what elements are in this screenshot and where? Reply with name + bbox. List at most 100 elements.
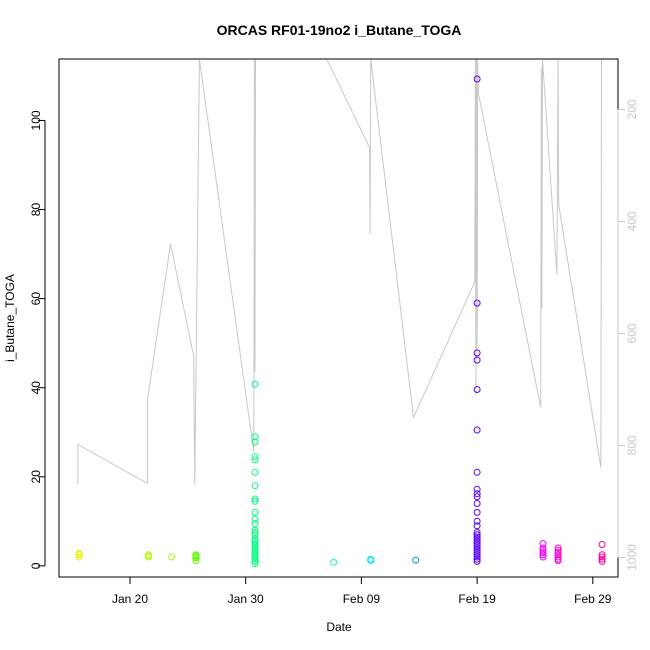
- y-axis-left: 0 20 40 60 80 100: [29, 110, 46, 569]
- data-point: [251, 520, 259, 528]
- data-point: [473, 493, 481, 501]
- data-point: [473, 557, 481, 565]
- data-point: [473, 517, 481, 525]
- data-point: [367, 555, 375, 563]
- data-point: [251, 515, 259, 523]
- data-point: [251, 482, 259, 490]
- data-point: [473, 468, 481, 476]
- data-point: [473, 553, 481, 561]
- data-point: [554, 553, 562, 561]
- data-point: [473, 426, 481, 434]
- data-point: [251, 535, 259, 543]
- data-point: [473, 535, 481, 543]
- data-point: [251, 553, 259, 561]
- y-right-tick-label: 600: [625, 323, 639, 343]
- data-point: [539, 544, 547, 552]
- data-point: [251, 544, 259, 552]
- data-point: [251, 546, 259, 554]
- y-right-tick-label: 1000: [625, 544, 639, 571]
- data-point: [473, 500, 481, 507]
- y-tick-label: 40: [29, 381, 43, 395]
- data-point: [251, 433, 259, 441]
- data-point: [539, 553, 547, 561]
- data-point: [473, 533, 481, 541]
- data-point: [554, 544, 562, 552]
- data-point: [473, 299, 481, 307]
- y-axis-right: 200 400 600 800 1000: [617, 99, 639, 571]
- x-tick-label: Jan 20: [112, 592, 148, 606]
- data-point: [473, 546, 481, 554]
- data-point: [75, 549, 83, 557]
- data-point: [473, 485, 481, 493]
- data-point: [251, 555, 259, 563]
- chart-title: ORCAS RF01-19no2 i_Butane_TOGA: [217, 22, 462, 38]
- data-point: [598, 557, 606, 565]
- data-point: [539, 551, 547, 559]
- data-point: [75, 553, 83, 561]
- data-point: [554, 555, 562, 563]
- data-point: [473, 490, 481, 498]
- data-point: [251, 529, 259, 536]
- data-point: [168, 553, 176, 561]
- data-point: [251, 453, 259, 461]
- data-point: [473, 508, 481, 516]
- y-right-tick-label: 200: [625, 99, 639, 119]
- plot-frame: [58, 58, 619, 578]
- data-point: [473, 529, 481, 536]
- data-point: [539, 540, 547, 548]
- data-point: [473, 540, 481, 548]
- data-point: [473, 544, 481, 552]
- data-point: [473, 551, 481, 559]
- y-tick-label: 100: [29, 110, 43, 130]
- data-point: [251, 549, 259, 556]
- y-tick-label: 20: [29, 470, 43, 484]
- data-point: [192, 551, 200, 559]
- y-tick-label: 60: [29, 292, 43, 306]
- data-point: [473, 349, 481, 357]
- y-right-tick-label: 800: [625, 435, 639, 455]
- altitude-series: [77, 59, 602, 485]
- data-point: [412, 556, 420, 564]
- data-point: [251, 540, 259, 548]
- data-point: [539, 546, 547, 554]
- data-point: [251, 526, 259, 534]
- data-point: [473, 356, 481, 364]
- data-point: [145, 551, 152, 559]
- data-point: [473, 555, 481, 563]
- x-axis-label: Date: [326, 620, 352, 634]
- x-tick-label: Feb 09: [343, 592, 381, 606]
- data-point: [251, 537, 259, 545]
- data-point: [473, 75, 481, 83]
- data-point: [473, 531, 481, 539]
- data-point: [554, 549, 562, 556]
- data-point: [251, 531, 259, 539]
- data-point: [251, 438, 259, 446]
- data-point: [598, 553, 606, 561]
- data-point: [473, 542, 481, 550]
- data-point: [554, 546, 562, 554]
- scatter-points: [75, 75, 606, 568]
- data-point: [251, 508, 259, 516]
- data-point: [554, 551, 562, 559]
- y-right-tick-label: 400: [625, 211, 639, 231]
- data-point: [473, 522, 481, 530]
- data-point: [251, 542, 259, 550]
- x-tick-label: Feb 19: [458, 592, 496, 606]
- x-axis: Jan 20 Jan 30 Feb 09 Feb 19 Feb 29: [112, 577, 612, 606]
- data-point: [598, 551, 606, 559]
- data-point: [251, 497, 259, 505]
- data-point: [598, 541, 606, 548]
- data-point: [251, 560, 259, 568]
- data-point: [473, 386, 481, 393]
- y-tick-label: 0: [29, 562, 43, 569]
- data-point: [539, 549, 547, 556]
- data-point: [251, 551, 259, 559]
- altitude-line: [77, 59, 602, 485]
- data-point: [473, 549, 481, 556]
- x-tick-label: Jan 30: [228, 592, 264, 606]
- data-point: [251, 495, 259, 503]
- data-point: [330, 558, 338, 566]
- y-tick-label: 80: [29, 203, 43, 217]
- data-point: [473, 537, 481, 545]
